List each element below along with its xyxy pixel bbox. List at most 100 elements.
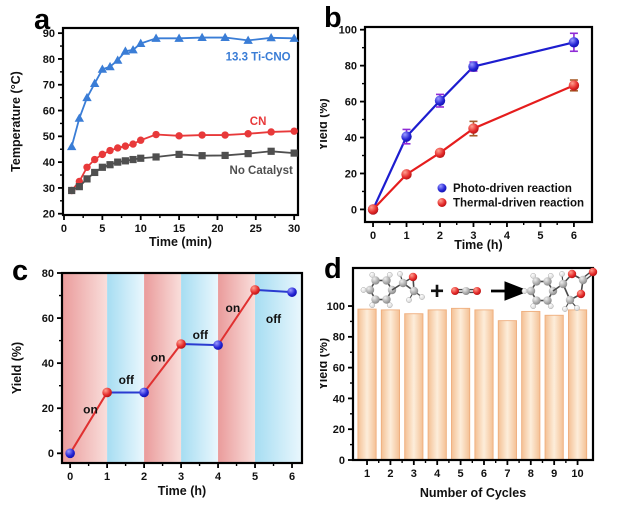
atom-O (451, 287, 459, 295)
data-point (137, 136, 145, 144)
data-point-ball (437, 198, 447, 207)
x-tick-label: 0 (67, 471, 73, 483)
series-thermal-driven-reaction (367, 79, 580, 215)
data-point (198, 131, 206, 139)
data-point (197, 32, 207, 42)
atom-C (462, 287, 470, 295)
data-point (175, 150, 183, 158)
x-tick-label: 7 (504, 468, 510, 480)
x-axis: 1 2 3 4 5 6 7 8 9 10 (364, 460, 584, 480)
x-tick-label: 9 (551, 468, 557, 480)
y-tick-label: 60 (333, 363, 345, 375)
band-light-on (218, 273, 256, 463)
x-axis-label: Number of Cycles (420, 486, 526, 500)
data-point (68, 186, 76, 195)
x-tick-label: 1 (104, 471, 110, 483)
atom-O (567, 269, 577, 279)
bar-cycle-1 (357, 308, 377, 461)
y-tick-label: 40 (42, 358, 54, 370)
x-tick-label: 1 (403, 230, 409, 242)
data-point (66, 141, 77, 151)
x-tick-label: 4 (504, 230, 511, 242)
segment-on (69, 391, 108, 454)
data-point (136, 38, 146, 47)
data-point (267, 147, 275, 155)
x-axis: 0 5 10 15 20 25 30 (61, 215, 300, 235)
y-axis: 0 20 40 60 80 (42, 268, 62, 460)
data-point (220, 32, 230, 42)
atom-O (408, 272, 418, 282)
bar-cycle-4 (427, 309, 447, 461)
data-point (129, 155, 137, 164)
data-point (91, 168, 99, 177)
data-point (221, 151, 229, 160)
x-tick-label: 3 (470, 230, 476, 242)
atom-C (543, 277, 552, 286)
data-point-ball (250, 285, 260, 295)
bar-cycle-2 (380, 309, 400, 461)
atom-H (530, 272, 537, 279)
atom-H (521, 288, 528, 294)
y-tick-label: 20 (333, 424, 345, 436)
x-axis-label: Time (min) (149, 235, 212, 249)
data-point (152, 130, 160, 139)
y-tick-label: 80 (42, 268, 54, 280)
data-point-ball (401, 169, 412, 180)
x-tick-label: 8 (528, 468, 534, 480)
annotation-on: on (151, 351, 166, 365)
atom-C (371, 295, 380, 304)
atom-O (576, 289, 586, 299)
x-tick-label: 5 (537, 230, 543, 242)
bar-cycle-7 (497, 320, 517, 461)
plot-frame (363, 25, 594, 224)
series-label: No Catalyst (230, 165, 293, 177)
data-point (106, 146, 114, 155)
x-tick-label: 3 (411, 468, 417, 480)
y-axis-label: Yield (%) (10, 342, 24, 394)
atom-H (547, 303, 554, 310)
atom-H (397, 271, 403, 277)
y-tick-label: 0 (48, 448, 54, 460)
carbon-dioxide-molecule (451, 287, 481, 295)
atom-H (547, 272, 554, 279)
x-tick-label: 25 (250, 223, 262, 235)
data-point (174, 33, 184, 42)
data-point (175, 132, 183, 140)
band-light-off (107, 273, 145, 463)
atom-H (360, 287, 367, 293)
y-tick-label: 40 (333, 393, 345, 405)
atom-H (530, 303, 537, 310)
data-point (243, 35, 253, 44)
data-point (75, 183, 83, 191)
x-tick-label: 6 (571, 230, 577, 242)
y-tick-label: 0 (339, 455, 345, 467)
atom-C (532, 296, 541, 305)
segment-on (143, 343, 182, 394)
y-tick-label: 90 (43, 28, 55, 40)
x-tick-label: 4 (434, 468, 441, 480)
plot-frame (351, 266, 595, 462)
data-point (244, 150, 252, 158)
bar-cycle-3 (404, 313, 424, 461)
series-line (70, 130, 295, 192)
atom-C (382, 295, 391, 304)
x-tick-label: 15 (173, 223, 185, 235)
series-label: 13.3 Ti-CNO (226, 51, 291, 63)
atom-C (365, 285, 375, 295)
data-point-ball (434, 95, 446, 106)
data-point-ball (213, 340, 223, 350)
data-point (106, 161, 114, 169)
data-point (90, 155, 99, 164)
plot-frame (60, 271, 304, 465)
data-point-ball (176, 339, 186, 349)
atom-C (398, 278, 408, 288)
data-point (198, 152, 206, 160)
data-point-ball (367, 204, 379, 215)
series-13-3-ti-cno: 13.3 Ti-CNO (66, 32, 299, 151)
x-tick-label: 30 (288, 223, 300, 235)
data-point (137, 154, 145, 162)
atom-C (382, 276, 391, 285)
data-point (290, 127, 298, 135)
data-point (113, 55, 123, 64)
